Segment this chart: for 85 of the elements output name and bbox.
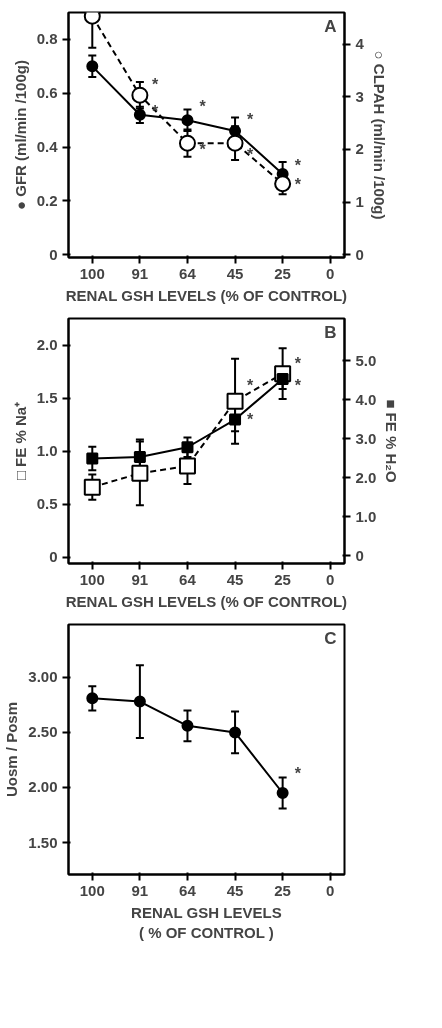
y-tick-label: 2.00 [28, 778, 58, 796]
y2-tick-label: 4.0 [355, 390, 377, 408]
point [229, 413, 242, 426]
y2-tick-label: 4 [355, 35, 365, 53]
point [226, 392, 244, 410]
annotation: * [247, 411, 255, 429]
annotation: * [247, 146, 255, 164]
y-axis-title: ● GFR (ml/min /100g) [11, 60, 29, 210]
x-tick-label: 64 [179, 264, 197, 282]
point [181, 441, 194, 454]
y-tick-label: 0.4 [36, 138, 59, 156]
x-tick-label: 64 [179, 570, 197, 588]
point [181, 719, 194, 732]
y-axis-title: Uosm / Posm [3, 701, 21, 798]
y2-tick-label: 0 [355, 546, 364, 564]
x-tick-label: 91 [131, 264, 149, 282]
y-tick-label: 3.00 [28, 668, 58, 686]
chart-title: C [324, 628, 337, 648]
y-tick-label: 0.6 [36, 84, 58, 102]
x-tick-label: 64 [179, 881, 197, 899]
point [86, 452, 99, 465]
x-tick-label: 0 [326, 264, 335, 282]
point [133, 451, 146, 463]
y2-tick-label: 0 [355, 245, 364, 263]
annotation: * [199, 97, 207, 115]
point [133, 695, 146, 708]
y-tick-label: 2.50 [28, 723, 58, 741]
x-axis-title: RENAL GSH LEVELS (% OF CONTROL) [65, 286, 348, 304]
annotation: * [247, 377, 255, 395]
y-tick-label: 0.2 [36, 191, 58, 209]
chart-title: A [324, 16, 337, 36]
y2-tick-label: 1.0 [355, 507, 377, 525]
x-tick-label: 45 [226, 264, 244, 282]
x-tick-label: 25 [274, 570, 291, 588]
x-tick-label: 0 [326, 570, 335, 588]
point [178, 457, 196, 475]
point [276, 787, 289, 799]
x-tick-label: 25 [274, 264, 291, 282]
point [131, 86, 149, 104]
chart-title: B [324, 322, 337, 342]
point [178, 134, 196, 152]
x-axis-title: RENAL GSH LEVELS ( % OF CONTROL ) [131, 903, 282, 941]
y-tick-label: 1.50 [28, 833, 58, 851]
y-tick-label: 0.8 [36, 30, 58, 48]
point [86, 692, 99, 705]
point [181, 114, 194, 127]
annotation: * [199, 140, 207, 158]
annotation: * [294, 175, 302, 193]
x-tick-label: 100 [79, 881, 105, 899]
y-tick-label: 0.5 [36, 495, 58, 513]
x-axis-title: RENAL GSH LEVELS (% OF CONTROL) [65, 592, 348, 610]
x-tick-label: 25 [274, 881, 291, 899]
y-axis-title: □ FE % Na⁺ [11, 401, 29, 481]
y2-tick-label: 3 [355, 87, 364, 105]
y2-tick-label: 2.0 [355, 468, 377, 486]
y2-tick-label: 2 [355, 140, 364, 158]
y-tick-label: 1.5 [36, 389, 58, 407]
x-tick-label: 91 [131, 570, 149, 588]
y-tick-label: 0 [49, 548, 58, 566]
annotation: * [247, 111, 255, 129]
annotation: * [294, 765, 302, 783]
annotation: * [151, 76, 159, 94]
point [83, 478, 101, 496]
annotation: * [294, 156, 302, 174]
x-tick-label: 91 [131, 881, 149, 899]
y-tick-label: 0 [49, 245, 58, 263]
y2-axis-title: ○ CLPAH (ml/min /100g) [370, 50, 388, 220]
point [226, 134, 244, 152]
y2-tick-label: 3.0 [355, 429, 377, 447]
x-tick-label: 100 [79, 570, 105, 588]
y-tick-label: 2.0 [36, 336, 58, 354]
annotation: * [151, 103, 159, 121]
point [229, 726, 242, 739]
x-tick-label: 100 [79, 264, 105, 282]
x-tick-label: 45 [226, 881, 244, 899]
annotation: * [294, 355, 302, 373]
y2-tick-label: 5.0 [355, 351, 377, 369]
y2-tick-label: 1 [355, 193, 364, 211]
point [86, 60, 99, 73]
x-tick-label: 0 [326, 881, 335, 899]
x-tick-label: 45 [226, 570, 244, 588]
point [131, 464, 149, 482]
annotation: * [294, 377, 302, 395]
y2-axis-title: ■ FE % H₂O [383, 399, 401, 483]
y-tick-label: 1.0 [36, 442, 58, 460]
